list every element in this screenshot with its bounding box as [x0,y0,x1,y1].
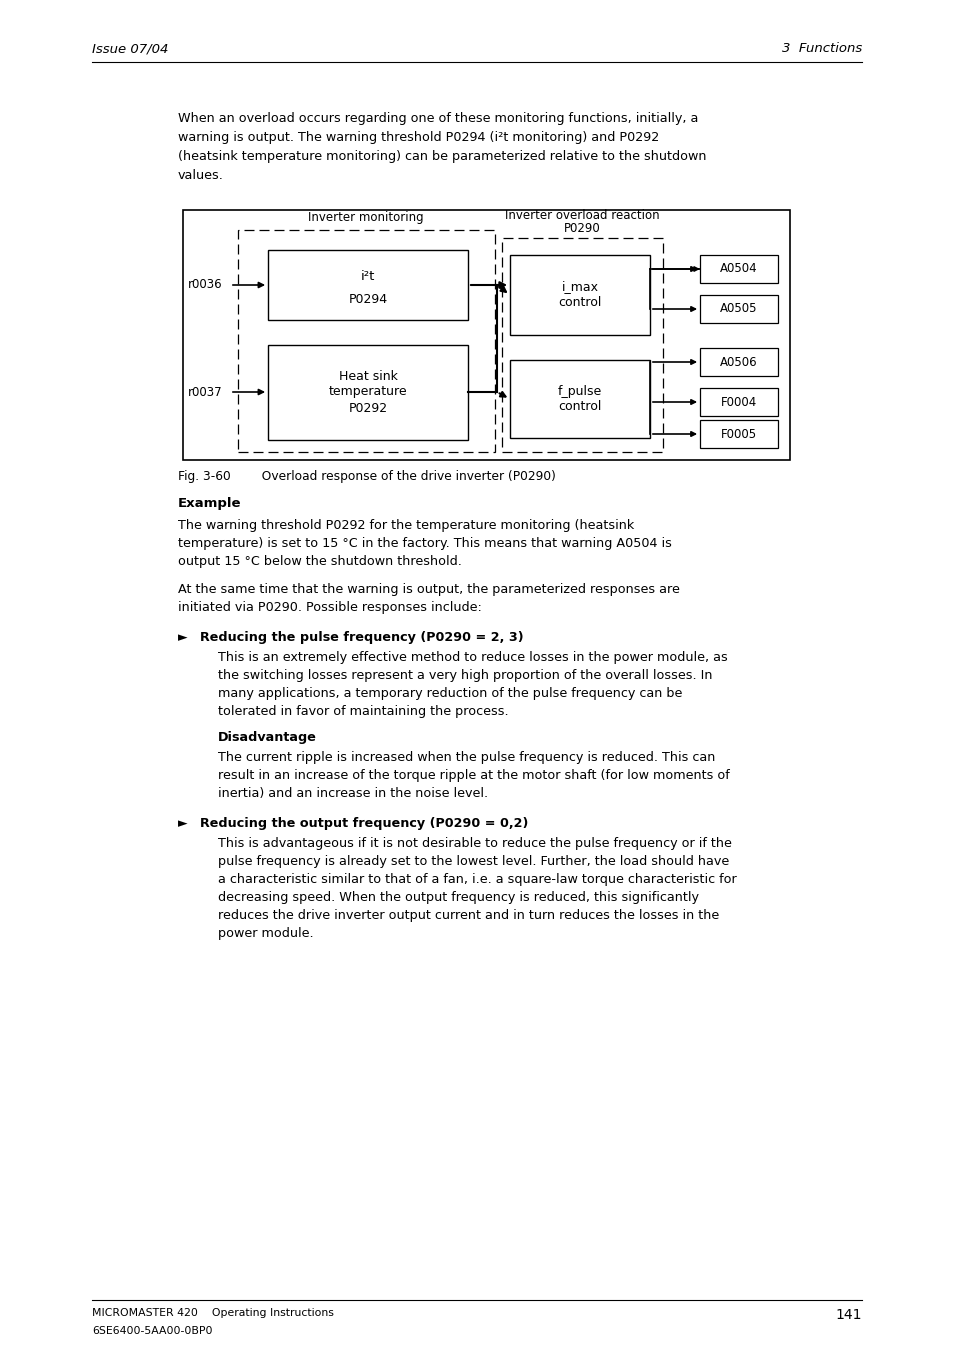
Text: control: control [558,400,601,413]
Text: When an overload occurs regarding one of these monitoring functions, initially, : When an overload occurs regarding one of… [178,112,698,126]
Text: ►: ► [178,631,188,644]
Bar [510,255,649,335]
Text: i_max: i_max [561,281,598,293]
Text: This is an extremely effective method to reduce losses in the power module, as: This is an extremely effective method to… [218,651,727,663]
Bar [183,209,789,459]
Bar [268,250,468,320]
Text: control: control [558,296,601,309]
Text: Issue 07/04: Issue 07/04 [91,42,168,55]
Bar [700,255,778,282]
Text: A0506: A0506 [720,355,757,369]
Bar [510,359,649,438]
Text: reduces the drive inverter output current and in turn reduces the losses in the: reduces the drive inverter output curren… [218,909,719,921]
Text: f_pulse: f_pulse [558,385,601,397]
Text: result in an increase of the torque ripple at the motor shaft (for low moments o: result in an increase of the torque ripp… [218,769,729,782]
Text: (heatsink temperature monitoring) can be parameterized relative to the shutdown: (heatsink temperature monitoring) can be… [178,150,706,163]
Text: tolerated in favor of maintaining the process.: tolerated in favor of maintaining the pr… [218,705,508,717]
Text: power module.: power module. [218,927,314,940]
Text: i²t: i²t [360,270,375,284]
Text: Fig. 3-60        Overload response of the drive inverter (P0290): Fig. 3-60 Overload response of the drive… [178,470,556,484]
Text: P0294: P0294 [348,293,387,305]
Text: A0505: A0505 [720,303,757,316]
Text: decreasing speed. When the output frequency is reduced, this significantly: decreasing speed. When the output freque… [218,892,699,904]
Text: 141: 141 [835,1308,862,1323]
Text: F0005: F0005 [720,427,757,440]
Bar [700,420,778,449]
Text: Inverter monitoring: Inverter monitoring [308,211,423,224]
Text: 6SE6400-5AA00-0BP0: 6SE6400-5AA00-0BP0 [91,1325,213,1336]
Text: Example: Example [178,497,241,509]
Text: Heat sink: Heat sink [338,370,397,382]
Text: Reducing the pulse frequency (P0290 = 2, 3): Reducing the pulse frequency (P0290 = 2,… [200,631,523,644]
Text: temperature) is set to 15 °C in the factory. This means that warning A0504 is: temperature) is set to 15 °C in the fact… [178,536,671,550]
Text: output 15 °C below the shutdown threshold.: output 15 °C below the shutdown threshol… [178,555,461,567]
Text: Disadvantage: Disadvantage [218,731,316,744]
Text: many applications, a temporary reduction of the pulse frequency can be: many applications, a temporary reduction… [218,688,681,700]
Text: warning is output. The warning threshold P0294 (i²t monitoring) and P0292: warning is output. The warning threshold… [178,131,659,145]
Text: ►: ► [178,817,188,830]
Text: initiated via P0290. Possible responses include:: initiated via P0290. Possible responses … [178,601,481,613]
Text: P0292: P0292 [348,401,387,415]
Text: the switching losses represent a very high proportion of the overall losses. In: the switching losses represent a very hi… [218,669,712,682]
Text: r0037: r0037 [188,385,222,399]
Text: F0004: F0004 [720,396,757,408]
Text: MICROMASTER 420    Operating Instructions: MICROMASTER 420 Operating Instructions [91,1308,334,1319]
Text: r0036: r0036 [188,278,222,292]
Text: The warning threshold P0292 for the temperature monitoring (heatsink: The warning threshold P0292 for the temp… [178,519,634,532]
Text: A0504: A0504 [720,262,757,276]
Text: temperature: temperature [329,385,407,399]
Bar [501,238,662,453]
Bar [268,345,468,440]
Text: Inverter overload reaction: Inverter overload reaction [504,209,659,222]
Bar [700,349,778,376]
Text: P0290: P0290 [563,222,599,235]
Text: 3  Functions: 3 Functions [781,42,862,55]
Text: This is advantageous if it is not desirable to reduce the pulse frequency or if : This is advantageous if it is not desira… [218,838,731,850]
Text: pulse frequency is already set to the lowest level. Further, the load should hav: pulse frequency is already set to the lo… [218,855,728,867]
Text: The current ripple is increased when the pulse frequency is reduced. This can: The current ripple is increased when the… [218,751,715,765]
Text: inertia) and an increase in the noise level.: inertia) and an increase in the noise le… [218,788,488,800]
Text: values.: values. [178,169,224,182]
Bar [700,295,778,323]
Bar [700,388,778,416]
Bar [237,230,495,453]
Text: Reducing the output frequency (P0290 = 0,2): Reducing the output frequency (P0290 = 0… [200,817,528,830]
Text: At the same time that the warning is output, the parameterized responses are: At the same time that the warning is out… [178,584,679,596]
Text: a characteristic similar to that of a fan, i.e. a square-law torque characterist: a characteristic similar to that of a fa… [218,873,736,886]
